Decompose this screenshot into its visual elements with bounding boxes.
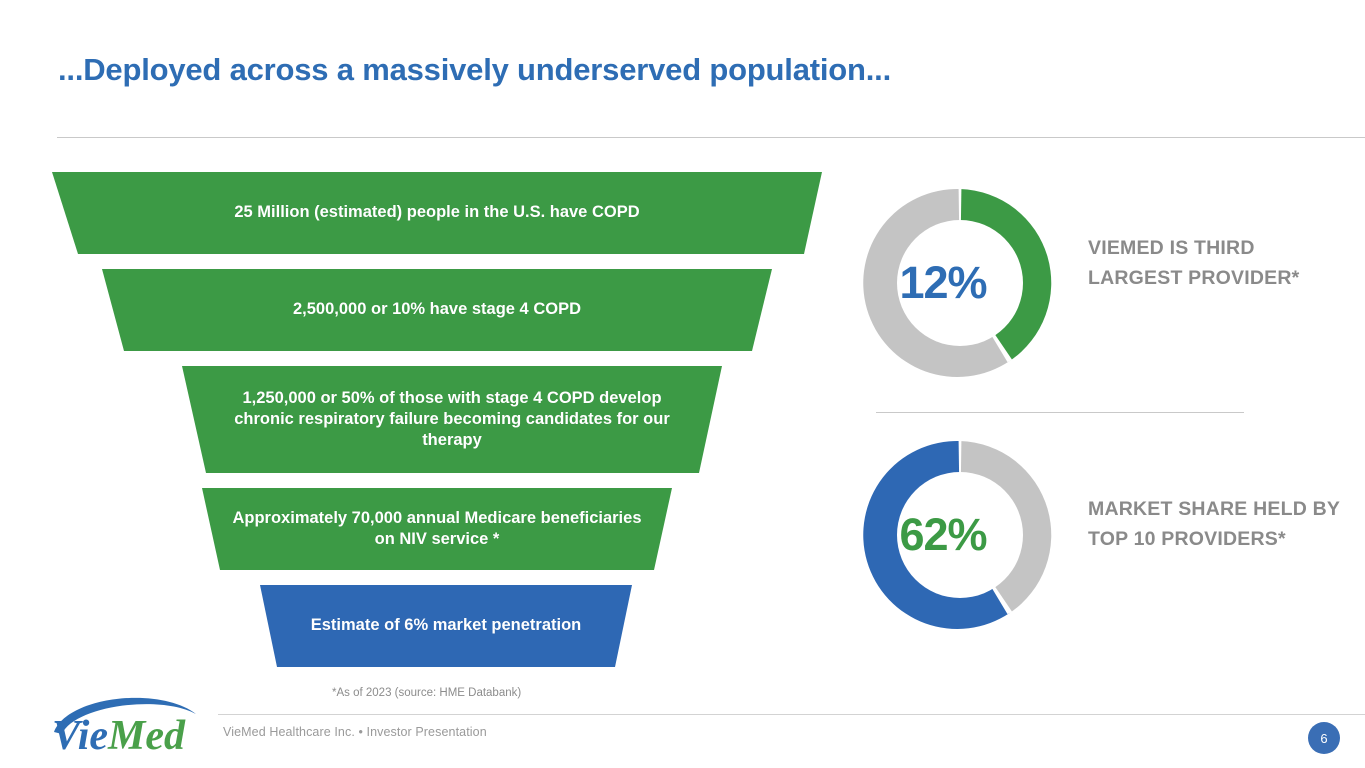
key-metrics-panel: 12% VIEMED IS THIRD LARGEST PROVIDER* 62… (840, 170, 1360, 670)
metric-label-top-ten-provider-share: MARKET SHARE HELD BY TOP 10 PROVIDERS* (1088, 498, 1340, 551)
funnel-stage-3-label: 1,250,000 or 50% of those with stage 4 C… (234, 388, 670, 450)
svg-text:Med: Med (107, 713, 186, 754)
donut-value-12-percent: 12% (899, 257, 987, 308)
viemed-logo[interactable]: Vie Med (48, 688, 203, 754)
svg-text:Vie: Vie (52, 713, 108, 754)
metrics-divider (876, 412, 1244, 413)
footer-divider (218, 714, 1365, 715)
funnel-stage-2[interactable]: 2,500,000 or 10% have stage 4 COPD (102, 269, 772, 351)
donut-center-label-wrap: 62% (840, 432, 1046, 638)
footer-text: VieMed Healthcare Inc. • Investor Presen… (223, 725, 487, 739)
funnel-stage-4-shape (202, 488, 672, 570)
donut-center-label-wrap: 12% (840, 180, 1046, 386)
source-footnote: *As of 2023 (source: HME Databank) (332, 687, 522, 699)
funnel-stage-5-label: Estimate of 6% market penetration (310, 616, 582, 635)
market-opportunity-funnel: 25 Million (estimated) people in the U.S… (50, 168, 830, 673)
funnel-stage-3-shape (182, 366, 722, 473)
funnel-stage-3[interactable]: 1,250,000 or 50% of those with stage 4 C… (182, 366, 722, 473)
page-number-badge: 6 (1308, 722, 1340, 754)
funnel-stage-2-label: 2,500,000 or 10% have stage 4 COPD (293, 300, 581, 319)
funnel-stage-4[interactable]: Approximately 70,000 annual Medicare ben… (202, 488, 672, 570)
funnel-stage-2-shape (102, 269, 772, 351)
funnel-stage-5-shape (260, 585, 632, 667)
title-divider (57, 137, 1365, 138)
donut-chart-12-percent (857, 180, 1063, 386)
funnel-stage-4-label: Approximately 70,000 annual Medicare ben… (232, 508, 642, 548)
funnel-stage-1-label: 25 Million (estimated) people in the U.S… (234, 203, 640, 222)
donut-chart-62-percent (857, 432, 1063, 638)
donut-value-62-percent: 62% (899, 509, 987, 560)
funnel-stage-5[interactable]: Estimate of 6% market penetration (260, 585, 632, 667)
page-title: ...Deployed across a massively underserv… (58, 52, 891, 87)
metric-label-viemed-market-position: VIEMED IS THIRD LARGEST PROVIDER* (1088, 237, 1300, 290)
funnel-stage-1-shape (52, 172, 822, 254)
funnel-stage-1[interactable]: 25 Million (estimated) people in the U.S… (52, 172, 822, 254)
